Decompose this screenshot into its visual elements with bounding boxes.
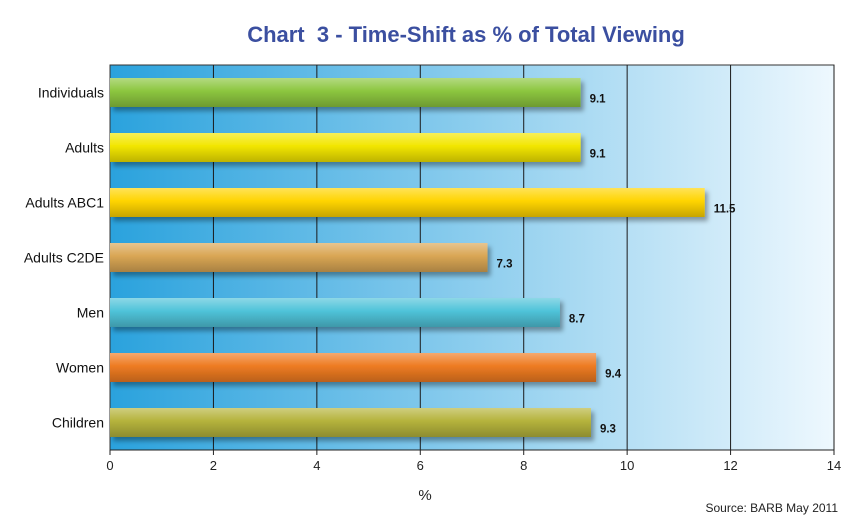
x-axis: 0 2 4 6 8 10 12 14 — [106, 449, 841, 473]
bar — [110, 78, 581, 107]
category-label: Adults ABC1 — [25, 195, 104, 211]
value-label: 8.7 — [569, 314, 585, 326]
x-axis-label: % — [418, 487, 431, 504]
value-label: 9.1 — [590, 94, 607, 106]
bar — [110, 408, 591, 437]
bar — [110, 243, 488, 272]
x-tick-label: 8 — [520, 458, 527, 473]
category-label: Adults — [65, 140, 104, 156]
value-label: 11.5 — [714, 204, 736, 216]
x-tick-label: 14 — [827, 458, 841, 473]
value-label: 9.1 — [590, 149, 607, 161]
value-label: 9.3 — [600, 424, 616, 436]
bar — [110, 133, 581, 162]
category-label: Women — [56, 360, 104, 376]
bar — [110, 188, 705, 217]
category-labels: Individuals Adults Adults ABC1 Adults C2DE M… — [24, 85, 104, 431]
bar — [110, 298, 560, 327]
gridlines — [212, 65, 835, 450]
category-label: Adults C2DE — [24, 250, 104, 266]
category-label: Children — [52, 415, 104, 431]
value-label: 9.4 — [605, 369, 622, 381]
value-label: 7.3 — [497, 259, 513, 271]
x-tick-label: 4 — [313, 458, 320, 473]
category-label: Individuals — [38, 85, 104, 101]
x-tick-label: 12 — [723, 458, 737, 473]
x-tick-label: 6 — [417, 458, 424, 473]
bars — [110, 78, 705, 437]
x-tick-label: 0 — [106, 458, 113, 473]
value-labels: 9.1 9.1 11.5 7.3 8.7 9.4 9.3 — [497, 94, 737, 436]
x-tick-label: 10 — [620, 458, 634, 473]
category-label: Men — [77, 305, 104, 321]
source-note: Source: BARB May 2011 — [705, 501, 838, 515]
x-tick-label: 2 — [210, 458, 217, 473]
chart-title: Chart 3 - Time-Shift as % of Total Viewi… — [247, 22, 685, 47]
bar — [110, 353, 597, 382]
